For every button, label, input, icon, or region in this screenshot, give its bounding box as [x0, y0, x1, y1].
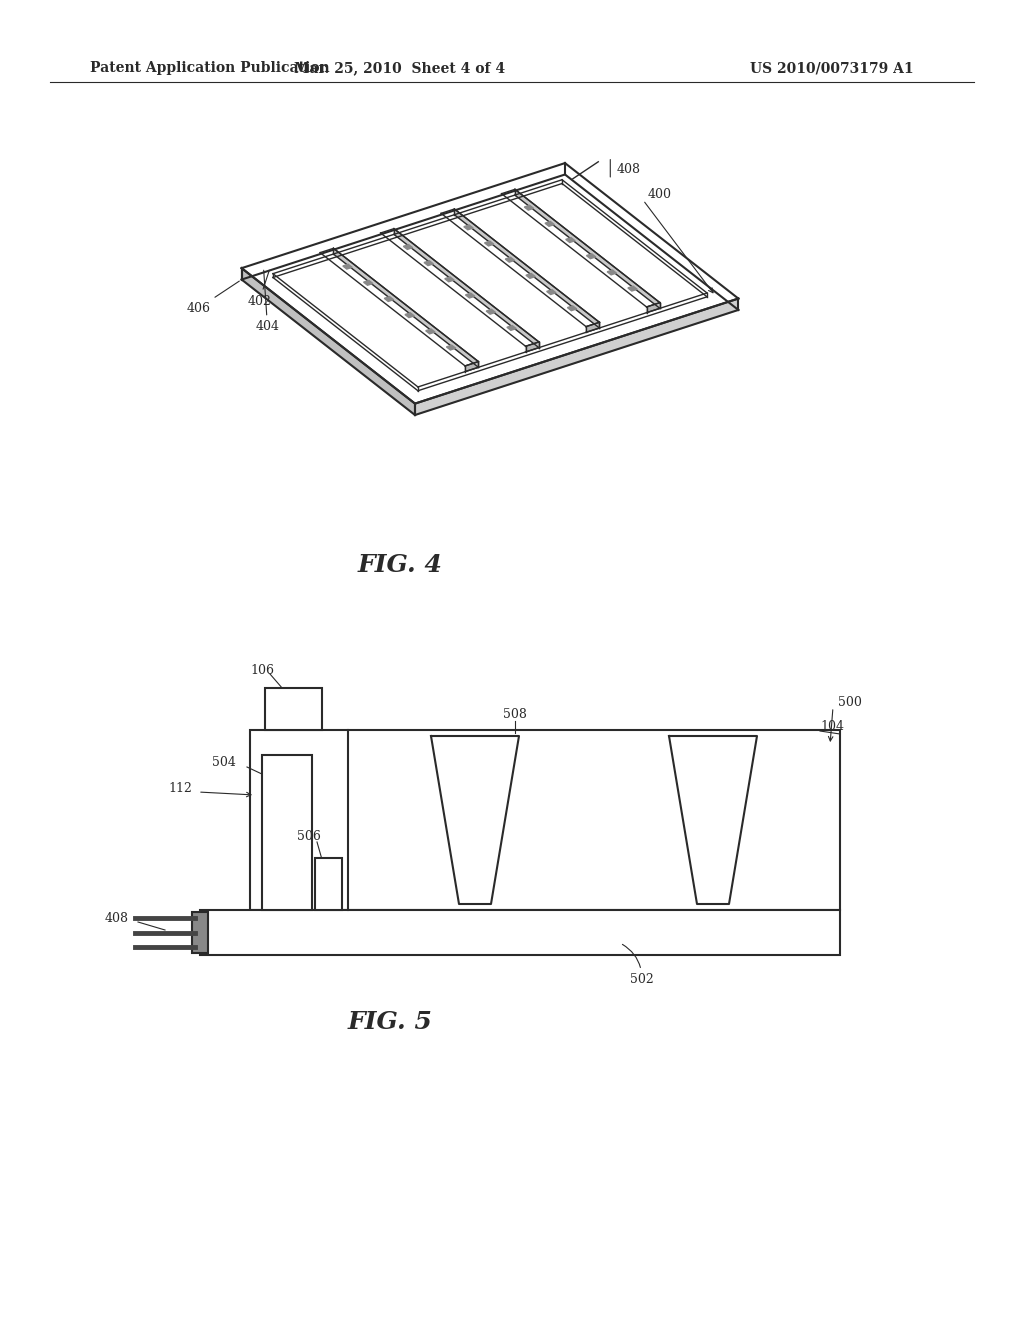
- Polygon shape: [444, 277, 454, 281]
- Bar: [315, 858, 342, 909]
- Polygon shape: [646, 302, 659, 313]
- Text: 404: 404: [256, 271, 280, 334]
- Polygon shape: [515, 189, 659, 309]
- Polygon shape: [455, 209, 599, 327]
- Polygon shape: [415, 298, 738, 414]
- Polygon shape: [464, 224, 473, 230]
- Text: Patent Application Publication: Patent Application Publication: [90, 61, 330, 75]
- Text: 408: 408: [105, 912, 129, 924]
- Polygon shape: [466, 293, 475, 298]
- Polygon shape: [587, 253, 596, 259]
- Polygon shape: [343, 264, 352, 269]
- Polygon shape: [364, 280, 373, 285]
- Polygon shape: [446, 345, 456, 350]
- Polygon shape: [242, 268, 415, 414]
- Polygon shape: [628, 286, 637, 290]
- Text: Mar. 25, 2010  Sheet 4 of 4: Mar. 25, 2010 Sheet 4 of 4: [295, 61, 506, 75]
- Text: 500: 500: [838, 697, 862, 710]
- Text: 406: 406: [186, 281, 240, 314]
- Polygon shape: [334, 248, 478, 367]
- Polygon shape: [547, 289, 556, 294]
- Polygon shape: [545, 222, 554, 226]
- Polygon shape: [426, 329, 435, 334]
- Polygon shape: [507, 326, 516, 330]
- Text: 400: 400: [648, 189, 672, 202]
- Polygon shape: [524, 206, 534, 210]
- Bar: [200, 909, 840, 954]
- Text: FIG. 5: FIG. 5: [347, 1010, 432, 1034]
- Bar: [265, 688, 322, 730]
- Text: 502: 502: [623, 944, 653, 986]
- Polygon shape: [424, 261, 433, 265]
- Polygon shape: [565, 238, 575, 243]
- Polygon shape: [484, 242, 494, 246]
- Polygon shape: [525, 342, 539, 352]
- Bar: [250, 730, 840, 909]
- Polygon shape: [505, 257, 514, 263]
- Text: 112: 112: [168, 781, 191, 795]
- Polygon shape: [403, 244, 413, 249]
- Bar: [193, 912, 208, 953]
- Polygon shape: [384, 297, 393, 301]
- Text: 104: 104: [820, 721, 844, 734]
- Bar: [262, 755, 312, 909]
- Text: 504: 504: [212, 756, 236, 770]
- Text: FIG. 4: FIG. 4: [357, 553, 442, 577]
- Polygon shape: [607, 271, 616, 275]
- Polygon shape: [526, 273, 536, 279]
- Polygon shape: [486, 309, 496, 314]
- Text: 408: 408: [616, 164, 640, 177]
- Polygon shape: [586, 322, 599, 333]
- Polygon shape: [394, 228, 539, 347]
- Polygon shape: [567, 306, 577, 310]
- Polygon shape: [465, 362, 478, 372]
- Text: US 2010/0073179 A1: US 2010/0073179 A1: [750, 61, 913, 75]
- Text: 508: 508: [503, 708, 527, 721]
- Polygon shape: [404, 313, 415, 318]
- Text: 506: 506: [297, 829, 321, 842]
- Text: 106: 106: [250, 664, 274, 676]
- Text: 402: 402: [247, 271, 271, 308]
